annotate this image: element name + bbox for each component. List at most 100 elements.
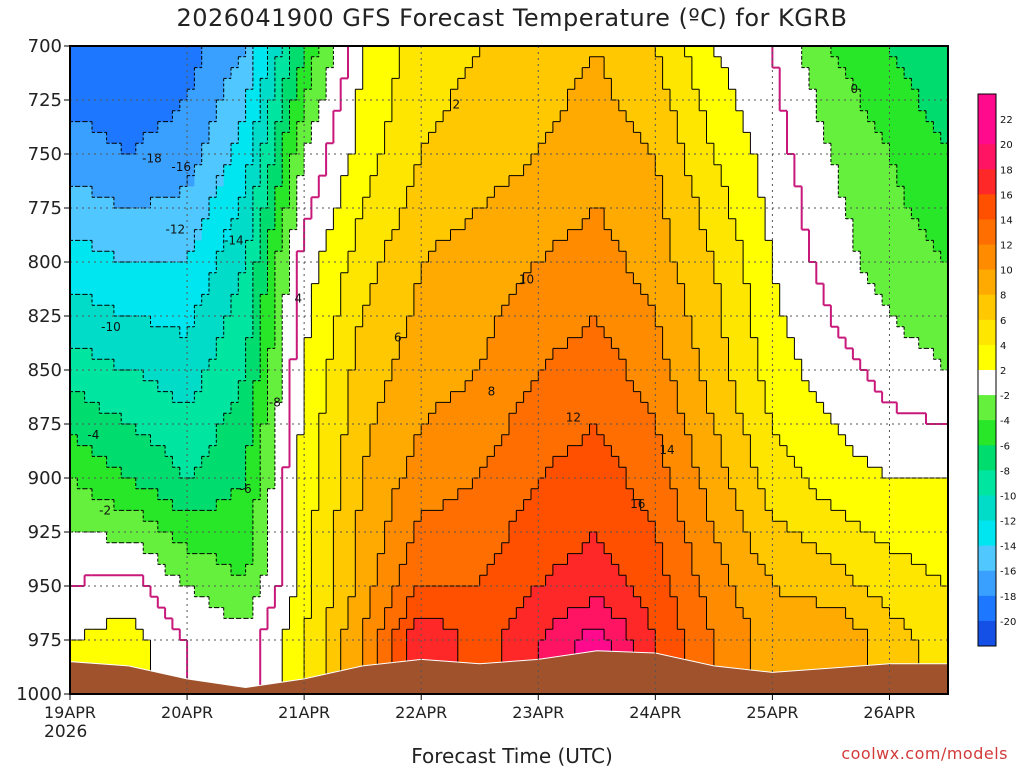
temp-cell <box>172 89 181 101</box>
temp-cell <box>391 186 400 198</box>
temp-cell <box>596 143 605 155</box>
temp-cell <box>318 186 327 198</box>
temp-cell <box>135 208 144 220</box>
temp-cell <box>260 326 269 339</box>
temp-cell <box>706 229 715 241</box>
temp-cell <box>457 218 466 231</box>
temp-cell <box>911 326 920 339</box>
temp-cell <box>772 218 781 231</box>
temp-cell <box>655 67 664 79</box>
temp-cell <box>362 391 371 403</box>
temp-cell <box>362 197 371 209</box>
temp-cell <box>904 164 913 177</box>
temp-cell <box>750 56 759 69</box>
temp-cell <box>377 197 386 209</box>
temp-cell <box>618 370 627 382</box>
temp-cell <box>530 294 539 306</box>
temp-cell <box>494 326 503 339</box>
temp-cell <box>99 121 108 133</box>
temp-cell <box>121 208 130 220</box>
temp-cell <box>545 154 554 166</box>
temp-cell <box>165 456 174 468</box>
temp-cell <box>538 67 547 79</box>
temp-cell <box>523 78 532 90</box>
temp-cell <box>523 370 532 382</box>
temp-cell <box>874 402 883 414</box>
temp-cell <box>706 434 715 447</box>
temp-cell <box>201 326 210 339</box>
temp-cell <box>911 78 920 90</box>
temp-cell <box>106 164 115 177</box>
temp-cell <box>70 46 78 58</box>
temp-cell <box>318 316 327 328</box>
temp-cell <box>626 175 634 187</box>
temp-cell <box>172 283 181 295</box>
temp-cell <box>867 121 876 133</box>
temp-cell <box>735 121 744 133</box>
temp-cell <box>779 467 788 479</box>
temp-cell <box>560 488 569 501</box>
temp-cell <box>940 402 949 414</box>
temp-cell <box>391 391 400 403</box>
temp-cell <box>179 478 188 490</box>
temp-cell <box>340 370 349 382</box>
temp-cell <box>713 272 722 285</box>
temp-cell <box>648 305 656 317</box>
temp-cell <box>216 359 225 371</box>
temp-cell <box>391 197 400 209</box>
temp-cell <box>91 186 100 198</box>
temp-cell <box>296 434 305 447</box>
temp-cell <box>428 262 437 274</box>
temp-cell <box>201 132 210 144</box>
temp-cell <box>106 348 115 360</box>
temp-cell <box>765 208 773 220</box>
temp-cell <box>135 89 144 101</box>
temp-cell <box>560 283 569 295</box>
temp-cell <box>516 445 525 457</box>
temp-cell <box>830 467 839 479</box>
temp-cell <box>677 456 686 468</box>
temp-cell <box>465 46 474 58</box>
temp-cell <box>128 348 137 360</box>
temp-cell <box>128 478 137 490</box>
temp-cell <box>421 413 430 425</box>
temp-cell <box>574 316 583 328</box>
temp-cell <box>238 89 247 101</box>
temp-cell <box>691 197 700 209</box>
temp-cell <box>940 391 949 403</box>
temp-cell <box>106 337 115 349</box>
temp-cell <box>735 218 744 231</box>
temp-cell <box>326 89 334 101</box>
temp-cell <box>801 78 810 90</box>
temp-cell <box>84 110 93 123</box>
temp-cell <box>757 424 766 436</box>
temp-cell <box>933 359 942 371</box>
temp-cell <box>911 316 920 328</box>
temp-cell <box>911 467 920 479</box>
temp-cell <box>230 305 239 317</box>
temp-cell <box>479 121 488 133</box>
temp-cell <box>684 456 693 468</box>
temp-cell <box>823 132 832 144</box>
temp-cell <box>413 445 422 457</box>
temp-cell <box>450 229 459 241</box>
temp-cell <box>230 262 239 274</box>
temp-cell <box>940 197 949 209</box>
temp-cell <box>179 305 188 317</box>
temp-cell <box>465 100 474 112</box>
temp-cell <box>713 100 722 112</box>
temp-cell <box>70 67 78 79</box>
temp-cell <box>135 186 144 198</box>
temp-cell <box>289 100 298 112</box>
temp-cell <box>216 186 225 198</box>
temp-cell <box>772 46 781 58</box>
temp-cell <box>494 391 503 403</box>
temp-cell <box>743 251 752 263</box>
temp-cell <box>443 154 452 166</box>
temp-cell <box>633 197 642 209</box>
temp-cell <box>918 175 927 187</box>
temp-cell <box>713 402 722 414</box>
temp-cell <box>918 445 927 457</box>
temp-cell <box>216 337 225 349</box>
temp-cell <box>465 348 474 360</box>
